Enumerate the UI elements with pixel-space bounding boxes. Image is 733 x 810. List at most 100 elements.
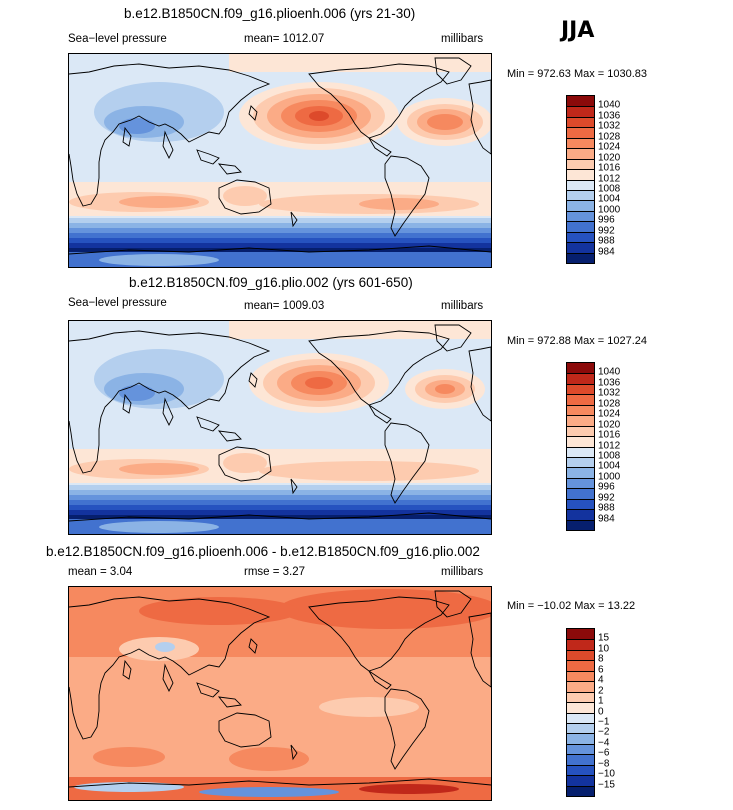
colorbar-swatch	[567, 373, 594, 384]
colorbar-tick-label: 996	[598, 481, 615, 493]
panel-3-units: millibars	[441, 566, 484, 578]
colorbar-swatch	[567, 363, 594, 374]
panel-3-map	[68, 586, 492, 801]
coastline	[308, 63, 450, 139]
colorbar-swatch	[567, 477, 594, 489]
coastline	[248, 105, 258, 121]
panel-2-variable-label: Sea−level pressure	[68, 297, 167, 309]
colorbar-swatch	[567, 712, 594, 723]
coastline	[468, 346, 491, 422]
colorbar-swatch	[567, 96, 594, 107]
coastline	[218, 179, 272, 215]
field-band	[69, 495, 491, 501]
colorbar-tick-label: 1004	[598, 193, 621, 205]
field-low	[119, 118, 155, 134]
coastline	[308, 330, 450, 406]
colorbar-tick-label: −1	[598, 716, 610, 728]
colorbar-swatch	[567, 179, 594, 190]
field-high	[279, 589, 491, 629]
coastline	[69, 596, 271, 740]
panel-3-heatmap	[69, 587, 491, 800]
panel-3-title: b.e12.B1850CN.f09_g16.plioenh.006 - b.e1…	[46, 544, 480, 559]
coastline	[434, 590, 472, 618]
colorbar-swatch	[567, 509, 594, 520]
colorbar-swatch	[567, 660, 594, 671]
coastline	[384, 688, 430, 770]
field-band	[69, 485, 491, 491]
colorbar-tick-label: 8	[598, 653, 604, 665]
colorbar-tick-label: 1016	[598, 429, 621, 441]
colorbar-tick-label: 1036	[598, 110, 621, 122]
coastline	[196, 416, 220, 432]
colorbar-swatch	[567, 148, 594, 159]
colorbar-swatch	[567, 231, 594, 243]
coastline	[368, 670, 392, 690]
coastline	[384, 422, 430, 504]
panel-1-minmax: Min = 972.63 Max = 1030.83	[507, 68, 648, 80]
colorbar-tick-label: 2	[598, 685, 604, 697]
coastline	[248, 372, 258, 388]
colorbar-tick-label: 1020	[598, 419, 621, 431]
colorbar-swatch	[567, 383, 594, 395]
field-high	[359, 465, 439, 477]
colorbar-swatch	[567, 116, 594, 128]
panel-1-mean-label: mean= 1012.07	[244, 33, 325, 45]
coastline	[248, 638, 258, 654]
colorbar-swatch	[567, 670, 594, 682]
field-high	[223, 453, 267, 473]
colorbar-swatch	[567, 775, 594, 786]
colorbar-tick-label: 984	[598, 246, 615, 258]
colorbar-tick-label: 1016	[598, 162, 621, 174]
colorbar-tick-label: 1008	[598, 183, 621, 195]
coastline	[368, 404, 392, 424]
coastline	[122, 393, 132, 414]
colorbar-tick-label: 1024	[598, 408, 621, 420]
panel-2-title: b.e12.B1850CN.f09_g16.plio.002 (yrs 601-…	[129, 275, 413, 290]
coastline	[468, 612, 491, 688]
colorbar-swatch	[567, 394, 594, 405]
field-low	[199, 787, 339, 797]
colorbar-swatch	[567, 189, 594, 201]
coastline	[196, 149, 220, 165]
colorbar-tick-label: 1000	[598, 204, 621, 216]
field-high	[229, 747, 309, 771]
colorbar-swatch	[567, 702, 594, 713]
field-high	[359, 198, 439, 210]
panel-2-map	[68, 320, 492, 535]
colorbar-tick-label: 15	[598, 632, 610, 644]
colorbar-tick-label: 1028	[598, 398, 621, 410]
colorbar-swatch	[567, 415, 594, 426]
colorbar-swatch	[567, 639, 594, 650]
colorbar-tick-label: 1004	[598, 460, 621, 472]
colorbar-swatch	[567, 691, 594, 703]
coastline	[196, 682, 220, 698]
colorbar-tick-label: 1032	[598, 387, 621, 399]
colorbar-tick-label: −10	[598, 768, 615, 780]
panel-3-colorbar	[566, 628, 595, 797]
colorbar-swatch	[567, 456, 594, 468]
colorbar-swatch	[567, 446, 594, 457]
coastline	[290, 211, 298, 228]
panel-3-rmse-label: rmse = 3.27	[244, 566, 306, 578]
coastline	[69, 245, 491, 255]
colorbar-tick-label: 992	[598, 492, 615, 504]
colorbar-swatch	[567, 785, 594, 796]
colorbar-tick-label: 1032	[598, 120, 621, 132]
coastline	[434, 324, 472, 352]
colorbar-swatch	[567, 743, 594, 755]
colorbar-swatch	[567, 488, 594, 499]
colorbar-tick-label: 1024	[598, 141, 621, 153]
colorbar-tick-label: 1000	[598, 471, 621, 483]
field-low	[74, 782, 184, 792]
colorbar-tick-label: 1040	[598, 366, 621, 378]
colorbar-swatch	[567, 404, 594, 416]
colorbar-tick-label: 1012	[598, 440, 621, 451]
colorbar-tick-label: 10	[598, 643, 610, 655]
colorbar-swatch	[567, 210, 594, 222]
colorbar-swatch	[567, 764, 594, 776]
colorbar-tick-label: 1040	[598, 99, 621, 111]
field-band	[69, 505, 491, 511]
field-band	[69, 243, 491, 249]
coastline	[290, 744, 298, 761]
field-band	[69, 228, 491, 234]
